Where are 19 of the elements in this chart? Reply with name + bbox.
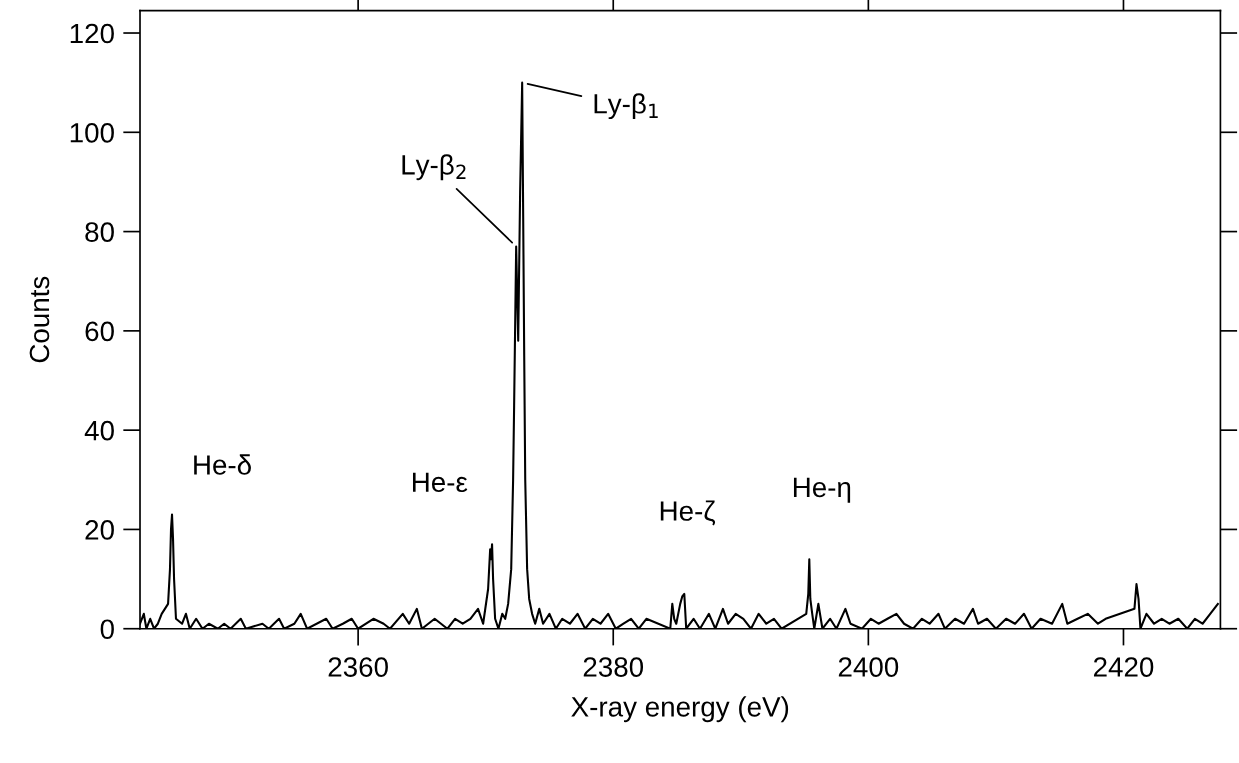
y-tick-label: 60 xyxy=(85,321,114,342)
annotation: He-δ xyxy=(194,454,251,475)
y-tick-label: 0 xyxy=(100,619,114,640)
annotation: He-ε xyxy=(413,472,468,493)
x-tick-label: 2360 xyxy=(328,657,388,677)
x-tick-label: 2380 xyxy=(583,657,644,677)
y-tick-label: 80 xyxy=(85,222,114,242)
annotation: He-ζ xyxy=(660,500,716,526)
y-tick-label: 100 xyxy=(70,122,114,143)
x-tick-label: 2400 xyxy=(838,657,899,677)
annotation: Ly-β$_{1}$ xyxy=(594,93,658,120)
annotation: Ly-β$_{2}$ xyxy=(402,154,466,181)
annotation: He-η xyxy=(793,477,851,503)
x-tick-label: 2420 xyxy=(1093,657,1154,677)
y-tick-label: 120 xyxy=(70,23,114,44)
y-tick-label: 20 xyxy=(85,520,114,540)
y-axis-title: Counts xyxy=(29,276,50,363)
x-axis-title: X-ray energy (eV) xyxy=(571,696,789,723)
y-tick-label: 40 xyxy=(84,420,114,441)
